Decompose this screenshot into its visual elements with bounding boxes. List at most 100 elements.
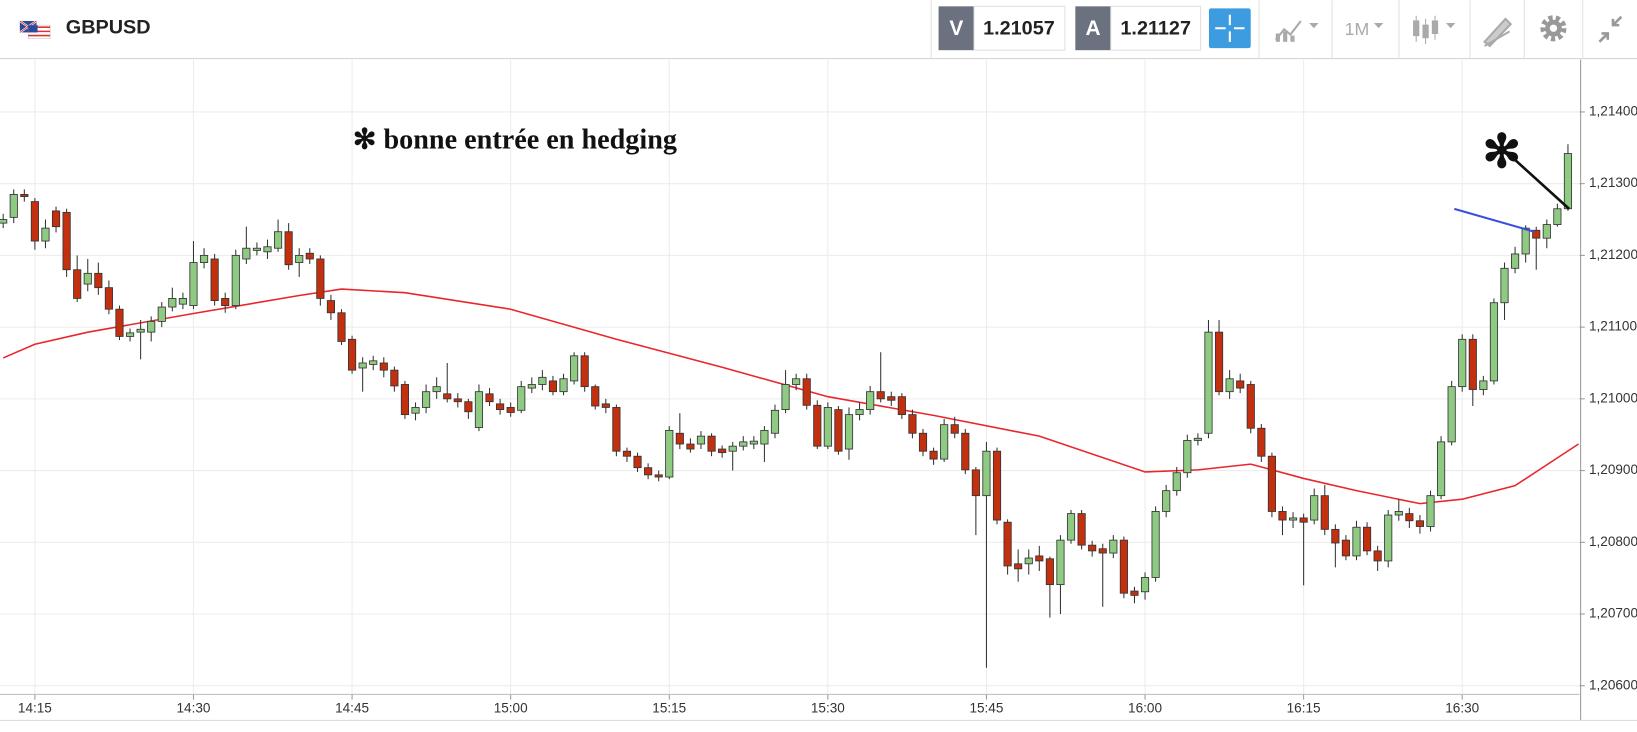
candle	[918, 428, 928, 457]
candle	[1553, 203, 1562, 227]
candle-body	[41, 227, 50, 242]
candle-body	[1489, 302, 1499, 382]
candle	[189, 241, 198, 310]
candle-body	[749, 440, 758, 445]
candle-body	[1458, 338, 1467, 388]
draw-button[interactable]	[1483, 17, 1513, 48]
candle-body	[221, 298, 230, 307]
candle	[855, 402, 864, 421]
candle-body	[1532, 229, 1541, 239]
candle	[950, 416, 959, 439]
candle	[1500, 262, 1509, 320]
candle	[1458, 334, 1467, 392]
candle-body	[707, 435, 716, 452]
candle	[1384, 510, 1393, 568]
y-tick-label: 1,20600	[1589, 677, 1637, 692]
candle-body	[358, 362, 367, 369]
candle	[982, 441, 991, 668]
candle	[125, 328, 135, 342]
candle	[1447, 380, 1456, 446]
candle	[252, 242, 261, 256]
candle-body	[231, 254, 240, 307]
candle	[1204, 319, 1213, 439]
candle-body	[1553, 208, 1562, 225]
candle-body	[1225, 378, 1234, 393]
candle	[263, 239, 272, 259]
candle-body	[51, 210, 61, 228]
candle-body	[1183, 440, 1192, 474]
candle-body	[316, 258, 325, 299]
candle-body	[83, 272, 92, 285]
buy-label[interactable]: A	[1086, 17, 1101, 40]
candle	[1140, 572, 1150, 600]
x-tick-label: 14:30	[177, 701, 211, 716]
candle-body	[1151, 511, 1160, 578]
candle	[1236, 373, 1245, 394]
chart-type-button[interactable]	[1274, 20, 1319, 42]
candle-body	[1373, 550, 1382, 562]
candle	[971, 466, 980, 536]
candle	[51, 206, 61, 233]
buy-button[interactable]	[1075, 6, 1111, 51]
candle-body	[876, 391, 885, 400]
candle-style-button[interactable]	[1413, 15, 1456, 44]
candle-body	[1468, 338, 1477, 390]
candle	[83, 258, 92, 292]
candle	[707, 433, 716, 457]
sell-price[interactable]: 1.21057	[983, 18, 1055, 40]
candle-body	[1299, 517, 1308, 523]
candle-body	[30, 201, 39, 242]
candle-body	[1437, 441, 1446, 497]
candle	[517, 380, 526, 414]
candle-body	[1563, 153, 1573, 210]
collapse-button[interactable]	[1598, 15, 1623, 43]
candle-body	[538, 376, 547, 385]
candle	[538, 370, 547, 391]
candle	[1405, 507, 1414, 528]
buy-price-box[interactable]	[1110, 5, 1202, 51]
x-tick-label: 15:00	[494, 701, 528, 716]
candle-body	[844, 414, 854, 450]
sell-label[interactable]: V	[949, 17, 963, 40]
candle-body	[1246, 384, 1255, 429]
y-tick-label: 1,20900	[1589, 462, 1637, 477]
candle-body	[1415, 520, 1425, 527]
candle	[696, 431, 706, 450]
candle	[1288, 512, 1298, 528]
candle	[1563, 144, 1573, 211]
candle	[221, 292, 230, 313]
sell-price-box[interactable]	[973, 5, 1066, 51]
candle	[1362, 522, 1372, 556]
candle-body	[1119, 539, 1128, 594]
candle-body	[1140, 577, 1150, 593]
candle-body	[982, 450, 991, 497]
candle-body	[379, 362, 388, 371]
candle	[548, 375, 558, 396]
candle-body	[157, 306, 166, 322]
candle-body	[1003, 521, 1012, 567]
candle	[1172, 466, 1181, 496]
candle	[168, 287, 177, 312]
candle	[1183, 434, 1192, 478]
candle-body	[834, 409, 843, 452]
candle	[30, 198, 39, 250]
candle-body	[1077, 513, 1086, 546]
timeframe[interactable]: 1M	[1345, 19, 1370, 39]
candle	[1394, 499, 1403, 521]
candle-body	[411, 407, 420, 414]
candle-body	[284, 231, 293, 266]
candle	[622, 447, 632, 462]
candle-body	[1130, 590, 1139, 596]
timeframe-caret[interactable]	[1373, 23, 1384, 29]
candle	[1214, 319, 1224, 396]
candle	[770, 404, 780, 439]
candle-body	[908, 414, 917, 434]
crosshair-button[interactable]	[1208, 8, 1251, 49]
candle-body	[422, 391, 431, 408]
candle-body	[9, 194, 18, 218]
buy-price[interactable]: 1.21127	[1120, 18, 1191, 40]
candle-body	[654, 474, 663, 478]
settings-button[interactable]	[1540, 15, 1567, 42]
sell-button[interactable]	[938, 6, 975, 51]
candle-body	[1426, 495, 1435, 527]
